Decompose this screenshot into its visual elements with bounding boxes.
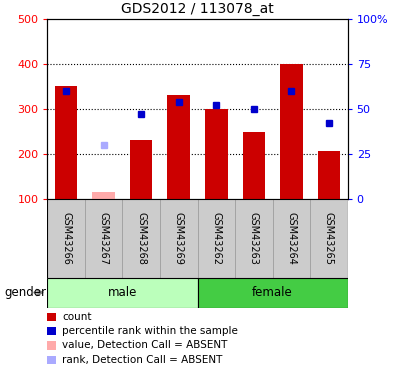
Bar	[85, 199, 122, 278]
Bar	[160, 199, 198, 278]
Text: GSM43266: GSM43266	[61, 211, 71, 265]
Text: GSM43265: GSM43265	[324, 211, 334, 265]
Bar	[198, 278, 348, 308]
Bar	[55, 86, 77, 199]
Text: GSM43262: GSM43262	[211, 211, 221, 265]
Text: female: female	[252, 286, 293, 299]
Bar	[273, 199, 310, 278]
Bar	[47, 278, 198, 308]
Title: GDS2012 / 113078_at: GDS2012 / 113078_at	[121, 2, 274, 16]
Bar	[318, 151, 340, 199]
Bar	[235, 199, 273, 278]
Bar	[122, 199, 160, 278]
Text: percentile rank within the sample: percentile rank within the sample	[62, 326, 238, 336]
Text: GSM43263: GSM43263	[249, 211, 259, 265]
Text: count: count	[62, 312, 92, 322]
Bar	[47, 199, 85, 278]
Bar	[92, 192, 115, 199]
Text: male: male	[108, 286, 137, 299]
Text: GSM43264: GSM43264	[286, 211, 296, 265]
Text: GSM43267: GSM43267	[99, 211, 109, 265]
Text: gender: gender	[4, 286, 46, 299]
Bar	[280, 64, 303, 199]
Bar	[167, 95, 190, 199]
Bar	[130, 140, 152, 199]
Text: GSM43268: GSM43268	[136, 211, 146, 265]
Bar	[243, 132, 265, 199]
Text: value, Detection Call = ABSENT: value, Detection Call = ABSENT	[62, 340, 228, 350]
Bar	[310, 199, 348, 278]
Text: rank, Detection Call = ABSENT: rank, Detection Call = ABSENT	[62, 355, 222, 364]
Bar	[205, 109, 228, 199]
Text: GSM43269: GSM43269	[174, 211, 184, 265]
Bar	[198, 199, 235, 278]
